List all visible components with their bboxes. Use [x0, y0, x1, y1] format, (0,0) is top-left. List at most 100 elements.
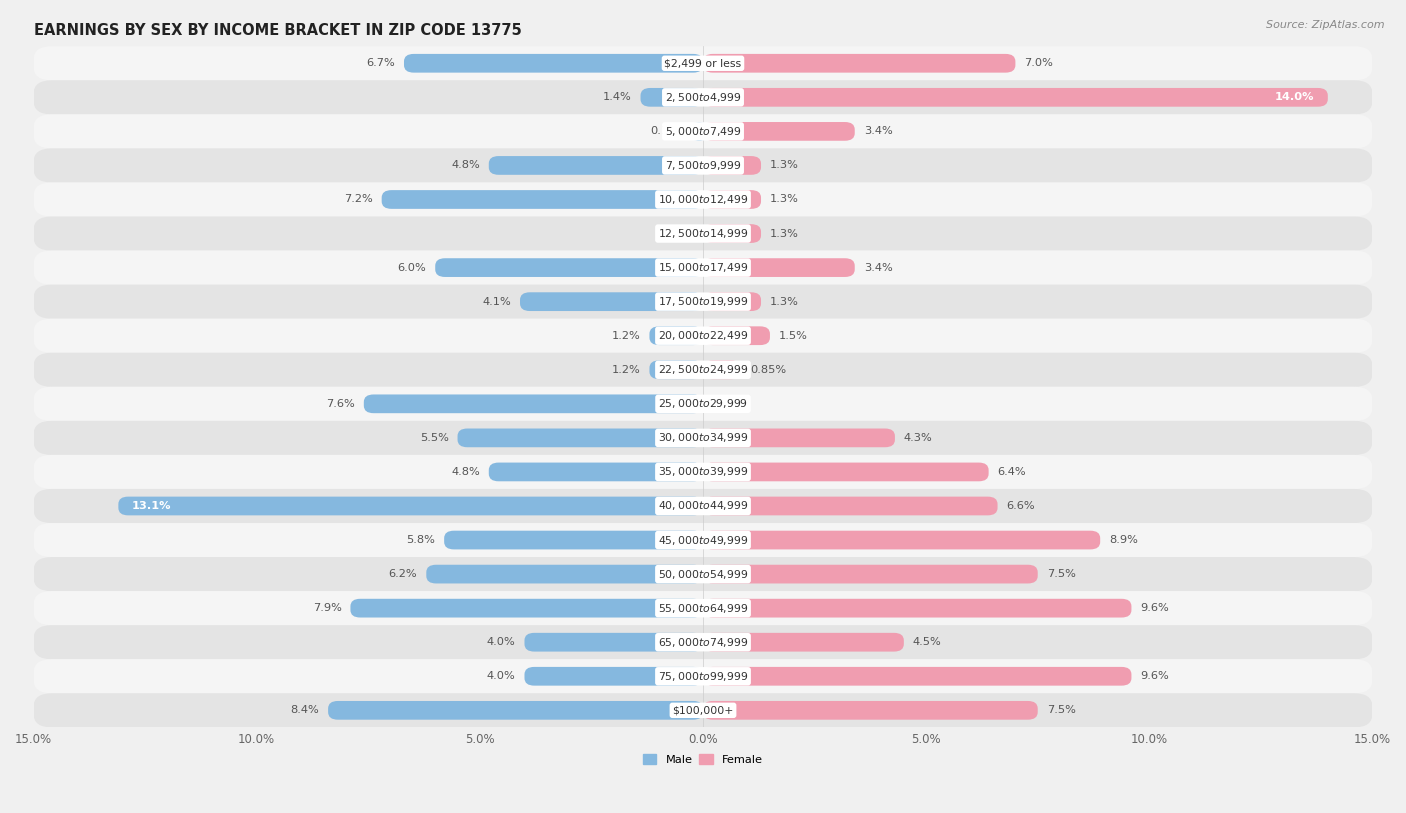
FancyBboxPatch shape [34, 387, 1372, 421]
FancyBboxPatch shape [524, 633, 703, 651]
FancyBboxPatch shape [520, 293, 703, 311]
Text: 1.3%: 1.3% [770, 160, 799, 171]
FancyBboxPatch shape [404, 54, 703, 72]
FancyBboxPatch shape [34, 489, 1372, 523]
FancyBboxPatch shape [118, 497, 703, 515]
Text: 4.8%: 4.8% [451, 160, 479, 171]
Text: 6.7%: 6.7% [367, 59, 395, 68]
FancyBboxPatch shape [34, 250, 1372, 285]
FancyBboxPatch shape [34, 115, 1372, 149]
Text: 1.2%: 1.2% [612, 365, 641, 375]
Text: 0.0%: 0.0% [665, 228, 695, 238]
FancyBboxPatch shape [34, 591, 1372, 625]
Text: 4.1%: 4.1% [482, 297, 512, 307]
FancyBboxPatch shape [703, 463, 988, 481]
Text: $20,000 to $22,499: $20,000 to $22,499 [658, 329, 748, 342]
Text: $2,499 or less: $2,499 or less [665, 59, 741, 68]
Text: $12,500 to $14,999: $12,500 to $14,999 [658, 227, 748, 240]
Text: 1.5%: 1.5% [779, 331, 807, 341]
Text: $22,500 to $24,999: $22,500 to $24,999 [658, 363, 748, 376]
FancyBboxPatch shape [34, 659, 1372, 693]
Text: 4.5%: 4.5% [912, 637, 942, 647]
FancyBboxPatch shape [444, 531, 703, 550]
FancyBboxPatch shape [34, 285, 1372, 319]
FancyBboxPatch shape [703, 259, 855, 277]
FancyBboxPatch shape [34, 421, 1372, 455]
Text: $2,500 to $4,999: $2,500 to $4,999 [665, 91, 741, 104]
FancyBboxPatch shape [703, 224, 761, 243]
FancyBboxPatch shape [34, 523, 1372, 557]
FancyBboxPatch shape [703, 428, 894, 447]
Text: $35,000 to $39,999: $35,000 to $39,999 [658, 465, 748, 478]
Text: 13.1%: 13.1% [132, 501, 172, 511]
FancyBboxPatch shape [703, 633, 904, 651]
FancyBboxPatch shape [34, 353, 1372, 387]
Text: $30,000 to $34,999: $30,000 to $34,999 [658, 432, 748, 445]
FancyBboxPatch shape [703, 497, 997, 515]
Text: 0.17%: 0.17% [651, 126, 686, 137]
Text: 6.2%: 6.2% [388, 569, 418, 579]
Text: 7.5%: 7.5% [1046, 569, 1076, 579]
Text: $5,000 to $7,499: $5,000 to $7,499 [665, 125, 741, 138]
Text: 14.0%: 14.0% [1275, 93, 1315, 102]
Text: 3.4%: 3.4% [863, 263, 893, 272]
FancyBboxPatch shape [350, 599, 703, 618]
FancyBboxPatch shape [650, 326, 703, 345]
FancyBboxPatch shape [34, 46, 1372, 80]
Text: Source: ZipAtlas.com: Source: ZipAtlas.com [1267, 20, 1385, 30]
Text: $15,000 to $17,499: $15,000 to $17,499 [658, 261, 748, 274]
Text: 4.0%: 4.0% [486, 672, 516, 681]
FancyBboxPatch shape [703, 360, 741, 379]
Text: 7.6%: 7.6% [326, 399, 354, 409]
FancyBboxPatch shape [34, 80, 1372, 115]
Text: 1.3%: 1.3% [770, 194, 799, 205]
Text: 1.4%: 1.4% [603, 93, 631, 102]
Text: $7,500 to $9,999: $7,500 to $9,999 [665, 159, 741, 172]
Text: 6.0%: 6.0% [398, 263, 426, 272]
Text: EARNINGS BY SEX BY INCOME BRACKET IN ZIP CODE 13775: EARNINGS BY SEX BY INCOME BRACKET IN ZIP… [34, 23, 522, 38]
FancyBboxPatch shape [364, 394, 703, 413]
Text: $100,000+: $100,000+ [672, 706, 734, 715]
Text: 0.0%: 0.0% [711, 399, 741, 409]
FancyBboxPatch shape [650, 360, 703, 379]
FancyBboxPatch shape [34, 216, 1372, 250]
Text: $25,000 to $29,999: $25,000 to $29,999 [658, 398, 748, 411]
Text: 7.9%: 7.9% [312, 603, 342, 613]
FancyBboxPatch shape [703, 565, 1038, 584]
FancyBboxPatch shape [524, 667, 703, 685]
FancyBboxPatch shape [703, 531, 1101, 550]
Text: 1.3%: 1.3% [770, 297, 799, 307]
Text: 9.6%: 9.6% [1140, 672, 1170, 681]
FancyBboxPatch shape [436, 259, 703, 277]
Text: $10,000 to $12,499: $10,000 to $12,499 [658, 193, 748, 206]
Text: 1.2%: 1.2% [612, 331, 641, 341]
Text: 0.85%: 0.85% [749, 365, 786, 375]
FancyBboxPatch shape [328, 701, 703, 720]
FancyBboxPatch shape [34, 693, 1372, 728]
Text: $75,000 to $99,999: $75,000 to $99,999 [658, 670, 748, 683]
FancyBboxPatch shape [703, 667, 1132, 685]
Text: 8.4%: 8.4% [291, 706, 319, 715]
FancyBboxPatch shape [703, 293, 761, 311]
FancyBboxPatch shape [426, 565, 703, 584]
Text: 4.8%: 4.8% [451, 467, 479, 477]
Text: 3.4%: 3.4% [863, 126, 893, 137]
Text: 5.8%: 5.8% [406, 535, 436, 545]
Text: 6.6%: 6.6% [1007, 501, 1035, 511]
Text: $17,500 to $19,999: $17,500 to $19,999 [658, 295, 748, 308]
FancyBboxPatch shape [703, 326, 770, 345]
FancyBboxPatch shape [34, 182, 1372, 216]
Text: $50,000 to $54,999: $50,000 to $54,999 [658, 567, 748, 580]
Text: $40,000 to $44,999: $40,000 to $44,999 [658, 499, 748, 512]
FancyBboxPatch shape [381, 190, 703, 209]
Text: 8.9%: 8.9% [1109, 535, 1137, 545]
FancyBboxPatch shape [34, 319, 1372, 353]
FancyBboxPatch shape [703, 599, 1132, 618]
FancyBboxPatch shape [489, 156, 703, 175]
Text: $65,000 to $74,999: $65,000 to $74,999 [658, 636, 748, 649]
FancyBboxPatch shape [457, 428, 703, 447]
FancyBboxPatch shape [34, 625, 1372, 659]
FancyBboxPatch shape [703, 701, 1038, 720]
Text: 7.0%: 7.0% [1025, 59, 1053, 68]
FancyBboxPatch shape [34, 455, 1372, 489]
